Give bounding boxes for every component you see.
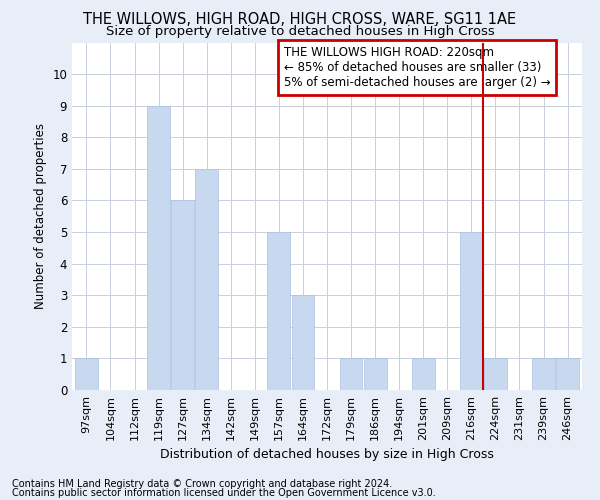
Bar bbox=[268, 232, 290, 390]
Bar bbox=[532, 358, 555, 390]
Bar bbox=[460, 232, 483, 390]
Bar bbox=[484, 358, 507, 390]
Text: THE WILLOWS HIGH ROAD: 220sqm
← 85% of detached houses are smaller (33)
5% of se: THE WILLOWS HIGH ROAD: 220sqm ← 85% of d… bbox=[284, 46, 550, 89]
Text: Contains public sector information licensed under the Open Government Licence v3: Contains public sector information licen… bbox=[12, 488, 436, 498]
Text: Size of property relative to detached houses in High Cross: Size of property relative to detached ho… bbox=[106, 25, 494, 38]
X-axis label: Distribution of detached houses by size in High Cross: Distribution of detached houses by size … bbox=[160, 448, 494, 462]
Bar bbox=[75, 358, 98, 390]
Bar bbox=[171, 200, 194, 390]
Bar bbox=[340, 358, 362, 390]
Text: Contains HM Land Registry data © Crown copyright and database right 2024.: Contains HM Land Registry data © Crown c… bbox=[12, 479, 392, 489]
Bar bbox=[556, 358, 579, 390]
Bar bbox=[147, 106, 170, 390]
Bar bbox=[195, 169, 218, 390]
Bar bbox=[412, 358, 434, 390]
Bar bbox=[292, 295, 314, 390]
Bar bbox=[364, 358, 386, 390]
Text: THE WILLOWS, HIGH ROAD, HIGH CROSS, WARE, SG11 1AE: THE WILLOWS, HIGH ROAD, HIGH CROSS, WARE… bbox=[83, 12, 517, 28]
Y-axis label: Number of detached properties: Number of detached properties bbox=[34, 123, 47, 309]
